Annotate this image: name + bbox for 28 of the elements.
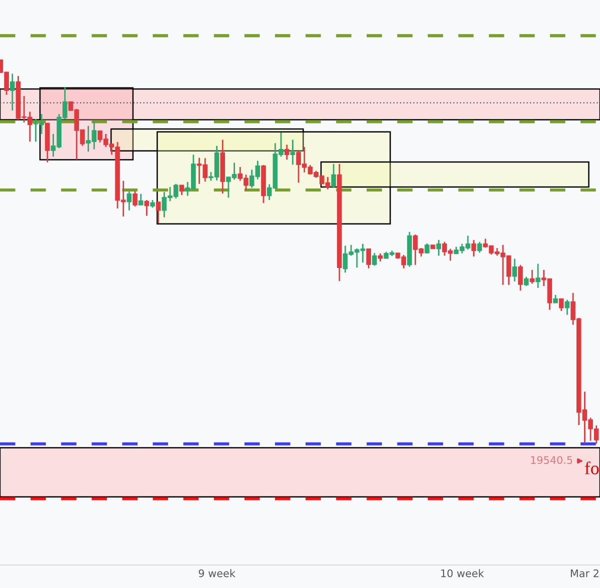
x-tick-label: Mar 2 bbox=[570, 569, 598, 578]
candlestick bbox=[530, 269, 535, 284]
candlestick bbox=[10, 72, 15, 112]
candlestick bbox=[126, 190, 132, 212]
text: 19540.5 bbox=[531, 456, 572, 464]
candlestick bbox=[144, 199, 150, 216]
candlestick bbox=[558, 298, 564, 312]
x-tick-label: 10 week bbox=[441, 569, 484, 578]
text: fo bbox=[584, 461, 599, 474]
candlestick bbox=[372, 252, 377, 266]
candlestick bbox=[518, 264, 523, 292]
candlestick bbox=[564, 299, 570, 316]
candlestick bbox=[436, 239, 442, 256]
candlestick bbox=[331, 163, 336, 188]
candlestick bbox=[290, 139, 296, 166]
x-tick-label: 9 week bbox=[198, 569, 236, 578]
candlestick bbox=[138, 193, 144, 206]
candlestick bbox=[512, 258, 518, 282]
candlestick bbox=[477, 241, 482, 254]
candlestick bbox=[536, 263, 540, 289]
candlestick bbox=[366, 248, 372, 270]
candlestick bbox=[284, 144, 290, 160]
candlestick bbox=[179, 184, 184, 196]
candlestick bbox=[424, 242, 430, 254]
candlestick bbox=[524, 276, 529, 287]
candlestick bbox=[132, 190, 138, 208]
candlestick bbox=[156, 201, 161, 224]
candlestick bbox=[471, 239, 476, 258]
